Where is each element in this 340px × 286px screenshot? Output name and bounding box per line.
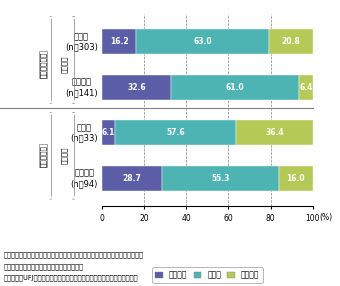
Bar <box>299 75 313 100</box>
Text: 20.8: 20.8 <box>282 37 300 46</box>
Text: 32.6: 32.6 <box>127 83 146 92</box>
Bar <box>102 120 115 146</box>
Text: 資料：三菱UFJリサーチ＆コンサルティング「我が国企業の海外事業戦略: 資料：三菱UFJリサーチ＆コンサルティング「我が国企業の海外事業戦略 <box>3 275 138 281</box>
Text: (%): (%) <box>319 213 332 222</box>
Text: 「減少傾向」のいずれかの回答を集計。: 「減少傾向」のいずれかの回答を集計。 <box>3 263 83 270</box>
Text: 16.0: 16.0 <box>287 174 305 183</box>
Bar <box>102 166 163 191</box>
Bar <box>102 75 171 100</box>
Text: 6.1: 6.1 <box>102 128 115 137</box>
Bar <box>236 120 313 146</box>
Bar <box>102 29 136 54</box>
Text: 非製造業
(n＝141): 非製造業 (n＝141) <box>65 78 98 97</box>
Text: 28.7: 28.7 <box>123 174 142 183</box>
Text: 海外展開企業: 海外展開企業 <box>40 51 46 78</box>
Text: 製造業
(n＝33): 製造業 (n＝33) <box>70 123 98 143</box>
Text: 55.3: 55.3 <box>211 174 230 183</box>
Text: 6.4: 6.4 <box>299 83 313 92</box>
Text: 61.0: 61.0 <box>226 83 244 92</box>
Bar <box>115 120 236 146</box>
Text: 備考：上記は今後３年後の見通しとして国内従業者が「増加傾向」「横ばい」: 備考：上記は今後３年後の見通しとして国内従業者が「増加傾向」「横ばい」 <box>3 252 143 258</box>
Text: 36.4: 36.4 <box>265 128 284 137</box>
Text: 57.6: 57.6 <box>166 128 185 137</box>
Text: 非展開企業: 非展開企業 <box>40 145 46 167</box>
Bar <box>163 166 279 191</box>
Bar <box>269 29 313 54</box>
Text: 国内雇用: 国内雇用 <box>61 147 67 164</box>
Text: 63.0: 63.0 <box>193 37 212 46</box>
Text: 製造業
(n＝303): 製造業 (n＝303) <box>65 32 98 51</box>
Text: 16.2: 16.2 <box>110 37 129 46</box>
Bar <box>171 75 299 100</box>
Text: 国内雇用: 国内雇用 <box>61 56 67 73</box>
Legend: 増加傾向, 横ばい, 減少傾向: 増加傾向, 横ばい, 減少傾向 <box>152 267 262 283</box>
Text: 非製造業
(n＝94): 非製造業 (n＝94) <box>70 169 98 188</box>
Bar <box>136 29 269 54</box>
Bar <box>279 166 313 191</box>
